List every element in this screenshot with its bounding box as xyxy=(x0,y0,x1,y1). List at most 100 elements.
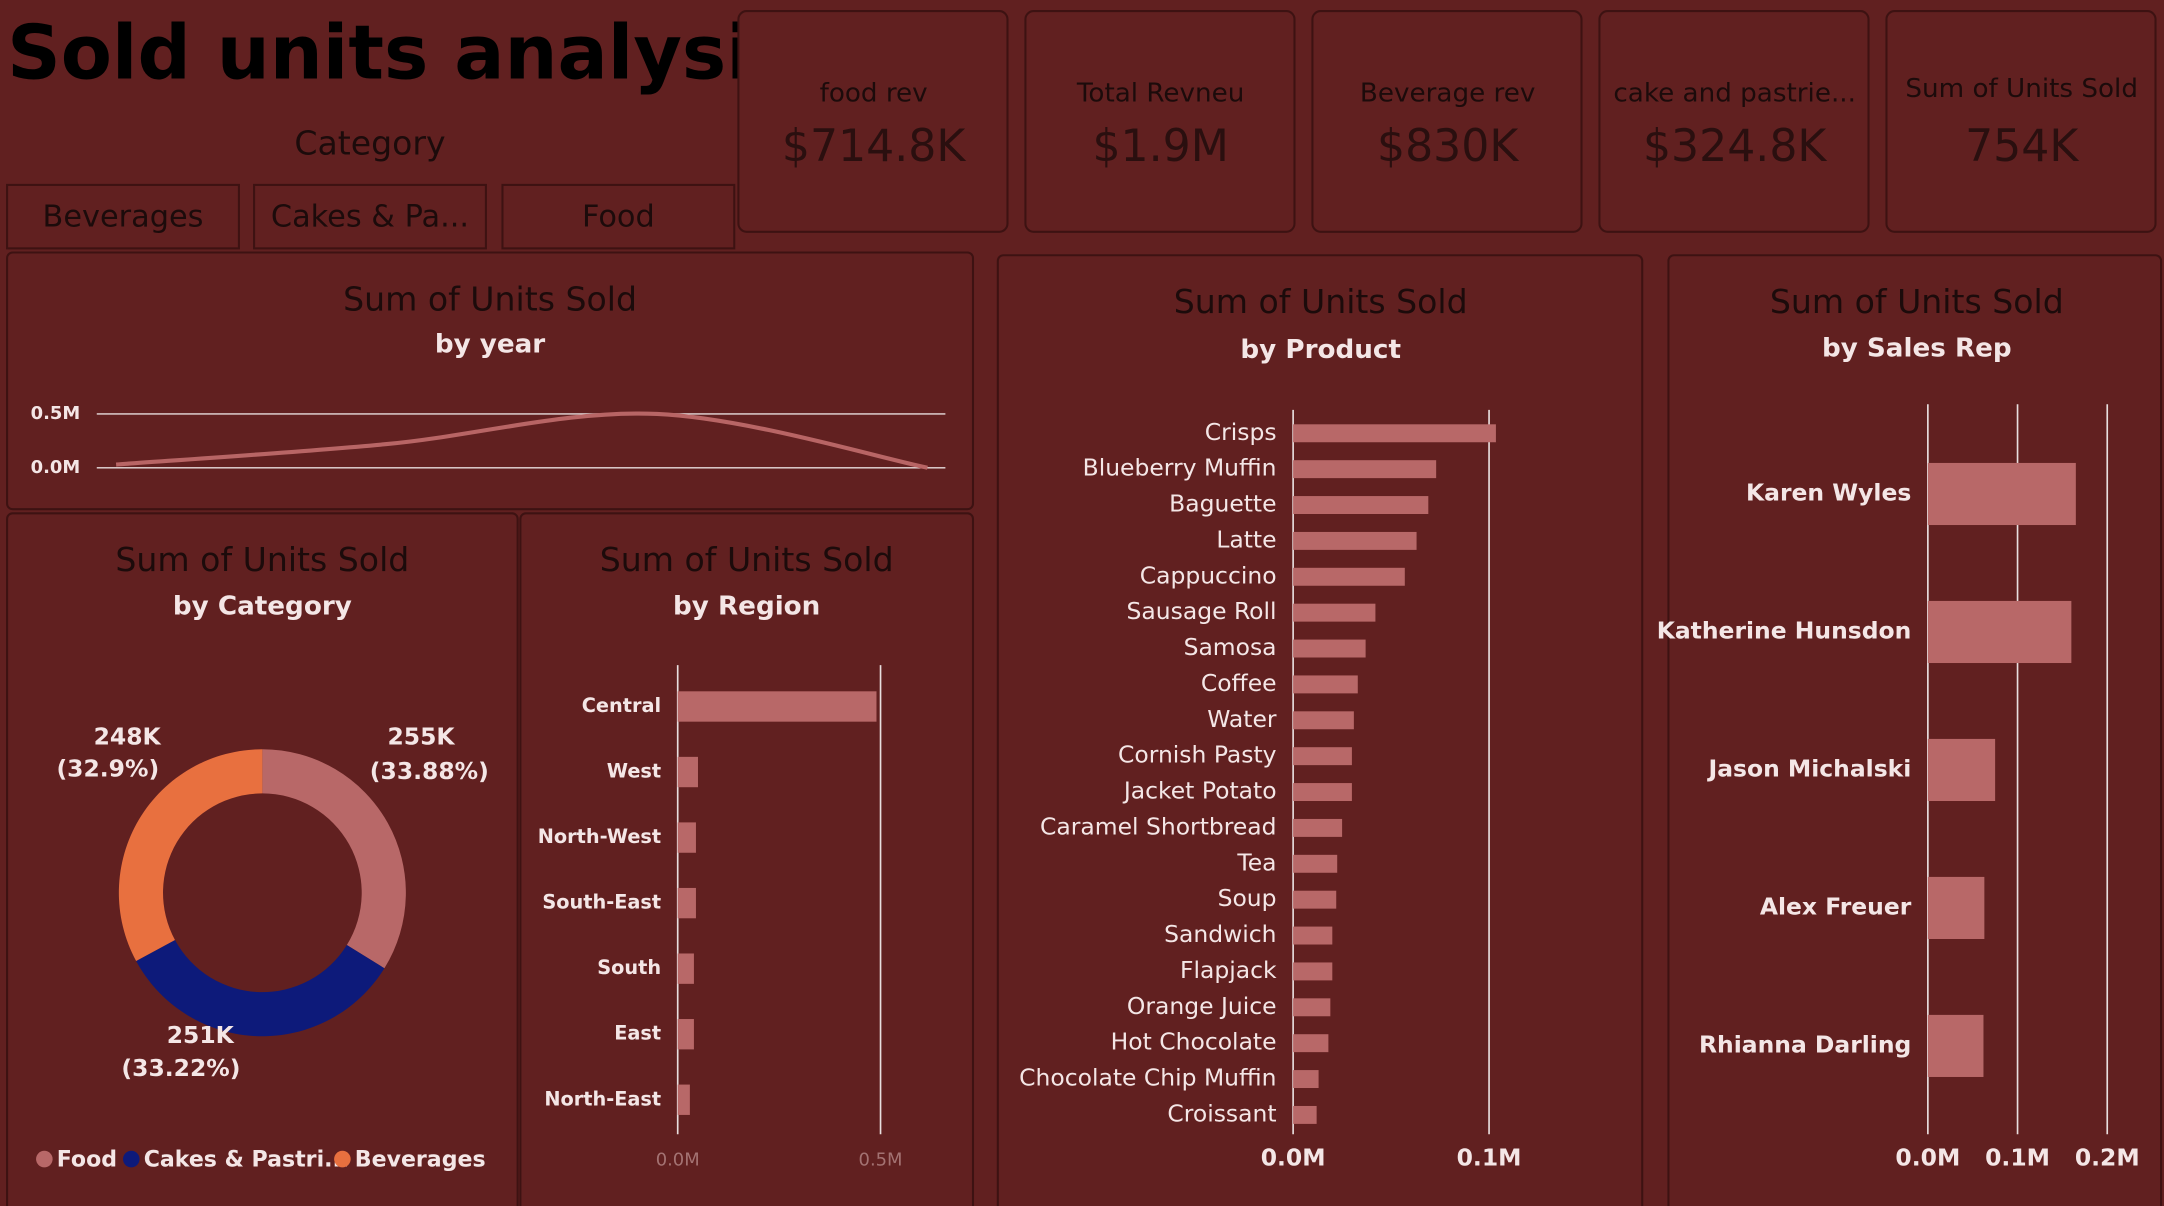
chart-title: Sum of Units Sold xyxy=(1770,282,2064,321)
legend-label: Cakes & Pastri... xyxy=(144,1147,350,1172)
slicer-button[interactable] xyxy=(501,183,736,250)
bar xyxy=(1293,818,1343,837)
slicer: Beverages Cakes & Pa... Food xyxy=(6,183,736,250)
kpi-label: food rev xyxy=(820,78,928,108)
kpi-value: $830K xyxy=(1377,121,1519,172)
y-tick-label: Croissant xyxy=(1167,1099,1276,1127)
bar xyxy=(1293,783,1352,802)
y-tick-label: Coffee xyxy=(1201,669,1277,697)
x-tick-label: 0.0M xyxy=(656,1149,700,1170)
x-tick-label: 0.5M xyxy=(859,1149,903,1170)
y-tick-label: South xyxy=(597,956,661,979)
y-tick-label: 0.0M xyxy=(31,457,81,478)
chart-subtitle: by year xyxy=(435,329,545,359)
chart-subtitle: by Category xyxy=(173,592,352,622)
bar xyxy=(677,953,694,984)
x-tick-label: 0.0M xyxy=(1895,1144,1960,1172)
y-tick-label: Alex Freuer xyxy=(1760,892,1912,920)
x-tick-label: 0.1M xyxy=(1985,1144,2050,1172)
data-label: 251K xyxy=(167,1021,235,1049)
chart-title: Sum of Units Sold xyxy=(343,279,637,318)
data-label: (33.22%) xyxy=(121,1054,240,1082)
bar xyxy=(1293,926,1333,945)
kpi-value: $1.9M xyxy=(1092,121,1228,172)
kpi-card xyxy=(737,10,1009,233)
y-tick-label: Katherine Hunsdon xyxy=(1657,616,1912,644)
y-tick-label: Cornish Pasty xyxy=(1118,741,1277,769)
kpi-label: Beverage rev xyxy=(1360,78,1535,108)
panel xyxy=(1667,254,2163,1206)
y-tick-label: Hot Chocolate xyxy=(1111,1028,1277,1056)
kpi-value: $714.8K xyxy=(782,121,966,172)
page-title: Sold units analysis xyxy=(7,9,796,96)
bar xyxy=(1293,890,1337,909)
bar xyxy=(1293,567,1405,586)
panel xyxy=(6,251,975,511)
panel xyxy=(6,512,519,1206)
slicer-button[interactable] xyxy=(6,183,240,250)
y-tick-label: Blueberry Muffin xyxy=(1083,454,1277,482)
bar xyxy=(1293,460,1437,479)
slicer-button[interactable] xyxy=(253,183,487,250)
y-tick-label: Baguette xyxy=(1169,490,1276,518)
kpi-card xyxy=(1311,10,1583,233)
y-tick-label: Jacket Potato xyxy=(1122,777,1277,805)
legend-swatch xyxy=(122,1150,140,1168)
y-tick-label: Caramel Shortbread xyxy=(1040,812,1277,840)
legend-label: Beverages xyxy=(355,1147,486,1172)
bar xyxy=(1927,600,2072,664)
legend-swatch xyxy=(36,1150,53,1168)
bar xyxy=(1293,675,1358,694)
x-tick-label: 0.2M xyxy=(2075,1144,2140,1172)
bar xyxy=(677,691,877,722)
bar xyxy=(1293,1105,1317,1124)
data-label: (33.88%) xyxy=(370,757,489,785)
kpi-card xyxy=(1885,10,2157,233)
data-label: (32.9%) xyxy=(56,754,159,782)
bar xyxy=(1293,603,1376,622)
line xyxy=(115,411,928,470)
slicer-header: Category xyxy=(294,123,445,162)
bar xyxy=(1927,738,1996,802)
legend-swatch xyxy=(334,1150,351,1168)
bar xyxy=(1293,424,1496,443)
y-tick-label: Karen Wyles xyxy=(1746,478,1911,506)
y-tick-label: Chocolate Chip Muffin xyxy=(1019,1064,1276,1092)
bar xyxy=(1293,747,1352,766)
legend-label: Food xyxy=(57,1147,117,1172)
y-tick-label: Orange Juice xyxy=(1127,992,1277,1020)
kpi-label: cake and pastrie... xyxy=(1613,78,1856,108)
y-tick-label: Central xyxy=(582,694,661,717)
bar xyxy=(677,1019,694,1050)
bar xyxy=(677,887,696,919)
y-tick-label: Jason Michalski xyxy=(1707,754,1912,782)
bar xyxy=(1293,1034,1329,1053)
y-tick-label: Sausage Roll xyxy=(1127,597,1277,625)
x-tick-label: 0.1M xyxy=(1457,1144,1522,1172)
y-tick-label: North-West xyxy=(538,825,661,848)
bar xyxy=(677,756,698,788)
kpi-value: $324.8K xyxy=(1643,121,1827,172)
bar xyxy=(1293,531,1417,550)
slicer-option[interactable]: Cakes & Pa... xyxy=(271,200,469,235)
y-tick-label: North-East xyxy=(544,1087,661,1110)
chart-title: Sum of Units Sold xyxy=(115,540,409,579)
y-tick-label: 0.5M xyxy=(31,403,81,424)
slicer-option[interactable]: Food xyxy=(582,200,655,235)
bar xyxy=(1927,1014,1984,1077)
bar xyxy=(1927,876,1985,939)
donut-slice xyxy=(262,749,406,969)
x-tick-label: 0.0M xyxy=(1261,1144,1326,1172)
donut-slice xyxy=(136,940,385,1037)
data-label: 255K xyxy=(387,723,455,751)
y-tick-label: Cappuccino xyxy=(1140,561,1277,589)
bar xyxy=(1293,711,1354,730)
y-tick-label: South-East xyxy=(542,891,661,914)
y-tick-label: Soup xyxy=(1218,884,1277,912)
chart-subtitle: by Region xyxy=(673,592,820,622)
slicer-option[interactable]: Beverages xyxy=(43,200,204,235)
kpi-label: Total Revneu xyxy=(1076,78,1245,108)
donut-slice xyxy=(118,749,263,962)
kpi-card xyxy=(1598,10,1870,233)
